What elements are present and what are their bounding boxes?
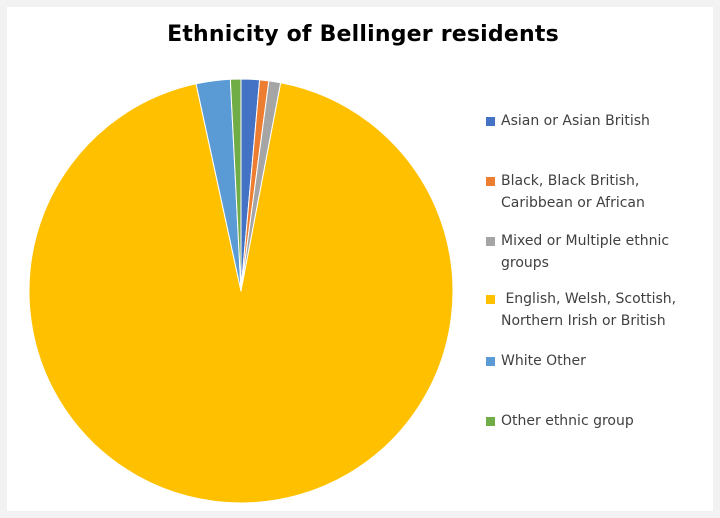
- legend-label: White Other: [501, 350, 586, 372]
- legend-label-line: Caribbean or African: [501, 195, 645, 211]
- legend-label-line: White Other: [501, 353, 586, 369]
- legend-label-line: Other ethnic group: [501, 413, 634, 429]
- legend-label: Mixed or Multiple ethnic groups: [501, 230, 669, 274]
- legend-item: Asian or Asian British: [486, 112, 716, 132]
- legend-label-line: groups: [501, 255, 549, 271]
- legend-label-line: Asian or Asian British: [501, 113, 650, 129]
- legend-label-line: Black, Black British,: [501, 173, 640, 189]
- legend-swatch: [486, 357, 495, 366]
- legend-label: English, Welsh, Scottish, Northern Irish …: [501, 288, 676, 332]
- chart-title: Ethnicity of Bellinger residents: [167, 22, 559, 47]
- legend-item: White Other: [486, 352, 716, 372]
- legend-item: Mixed or Multiple ethnic groups: [486, 232, 716, 274]
- legend-swatch: [486, 177, 495, 186]
- legend-swatch: [486, 117, 495, 126]
- legend-label-line: Mixed or Multiple ethnic: [501, 233, 670, 249]
- legend-item: English, Welsh, Scottish, Northern Irish …: [486, 290, 716, 332]
- pie-slice-4: [28, 82, 454, 504]
- legend-swatch: [486, 237, 495, 246]
- legend-label: Other ethnic group: [501, 410, 634, 432]
- legend-label: Asian or Asian British: [501, 110, 650, 132]
- legend-label-line: Northern Irish or British: [501, 313, 666, 329]
- legend-item: Other ethnic group: [486, 412, 716, 432]
- legend-item: Black, Black British, Caribbean or Africa…: [486, 172, 716, 214]
- pie-slices: [28, 78, 454, 504]
- legend-swatch: [486, 417, 495, 426]
- legend-label: Black, Black British, Caribbean or Africa…: [501, 170, 645, 214]
- legend-swatch: [486, 295, 495, 304]
- legend-label-line: English, Welsh, Scottish,: [501, 291, 677, 307]
- pie-slice-6: [229, 78, 242, 292]
